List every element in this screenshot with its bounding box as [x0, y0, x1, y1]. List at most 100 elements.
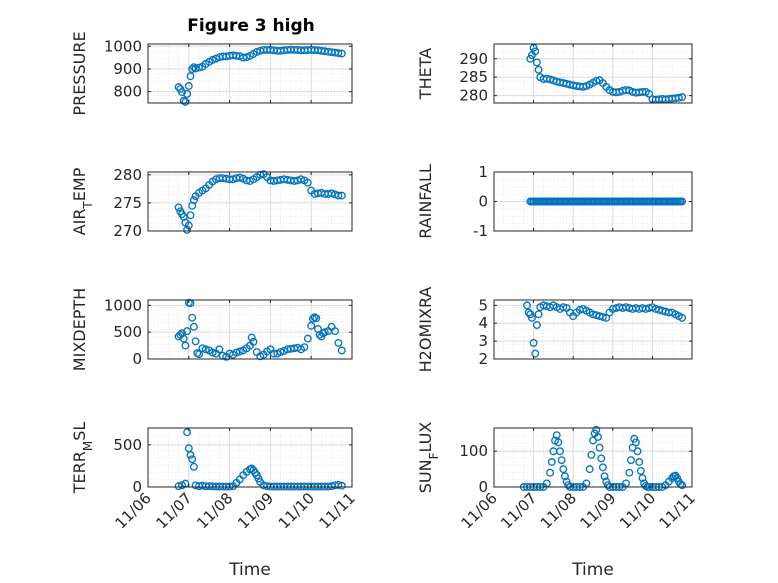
data-point [546, 75, 555, 84]
x-axis-label: Time [228, 560, 271, 580]
data-point [297, 175, 305, 184]
y-axis-label: RAINFALL [416, 164, 435, 239]
y-tick-label: 1000 [104, 37, 142, 55]
data-point [186, 211, 195, 220]
data-point [183, 225, 192, 234]
data-point [531, 47, 540, 56]
data-point [597, 454, 606, 463]
axes-frame [493, 299, 693, 360]
axes-frame [147, 299, 353, 360]
data-point [337, 346, 346, 355]
y-tick-label: 0 [478, 478, 488, 496]
data-point [183, 428, 192, 437]
x-tick-label: 11/07 [497, 489, 540, 532]
data-point [585, 465, 594, 474]
data-point [174, 482, 183, 491]
data-point [645, 89, 654, 98]
x-tick-label: 11/10 [616, 489, 659, 532]
data-point [303, 334, 312, 343]
data-point [633, 447, 642, 456]
x-tick-label: 11/09 [234, 489, 277, 532]
y-axis-label: H2OMIXRA [416, 287, 435, 373]
data-point [178, 88, 186, 97]
panel-air-temp: 270 275 280 AIRTEMP [70, 166, 353, 240]
data-point [523, 301, 531, 310]
data-point [300, 343, 309, 352]
data-point [252, 47, 261, 56]
data-point [198, 344, 207, 353]
data-point [638, 474, 647, 483]
data-point [595, 443, 604, 452]
data-point [189, 322, 198, 331]
data-point [179, 96, 188, 105]
data-point [247, 333, 256, 342]
data-point [215, 345, 224, 354]
y-tick-label: 270 [113, 222, 142, 240]
x-tick-label: 11/11 [656, 489, 699, 532]
x-axis-label: Time [571, 560, 614, 580]
data-point [334, 480, 343, 489]
data-point [557, 456, 566, 465]
y-axis-label: SUNFLUX [416, 422, 441, 494]
data-point [526, 54, 535, 63]
data-point [334, 49, 343, 58]
axes-frame [493, 427, 693, 488]
y-tick-label: 3 [478, 332, 488, 350]
data-point [184, 82, 193, 90]
axes-frame [147, 427, 353, 488]
y-tick-label: 4 [478, 314, 488, 332]
data-point [183, 327, 192, 336]
data-point [547, 458, 556, 466]
y-tick-label: -1 [473, 222, 488, 240]
axes-frame [493, 43, 693, 104]
data-point [308, 314, 317, 323]
data-point [532, 321, 541, 329]
data-point [188, 455, 197, 464]
data-point [528, 313, 536, 322]
y-axis-label: PRESSURE [70, 31, 89, 115]
data-point [532, 58, 541, 67]
data-point [587, 450, 596, 459]
panel-sun-flux: 0100SUNFLUX11/0611/0711/0811/0911/1011/1… [416, 422, 699, 580]
panel-rainfall: -1 0 1 RAINFALL [416, 163, 693, 240]
data-point [627, 456, 635, 465]
y-tick-label: 290 [459, 50, 488, 68]
data-point [603, 481, 612, 490]
data-point [195, 350, 203, 359]
y-tick-label: 800 [113, 83, 142, 101]
y-tick-label: 100 [459, 442, 488, 460]
data-point [559, 465, 568, 474]
data-point [546, 468, 555, 477]
data-point [178, 329, 186, 338]
data-point [556, 447, 564, 456]
data-point [674, 93, 683, 102]
data-point [678, 313, 687, 322]
axes-frame [147, 171, 353, 232]
data-point [183, 89, 192, 98]
data-point [529, 338, 538, 347]
data-point [249, 337, 258, 346]
data-point [592, 76, 601, 85]
y-tick-label: 0 [132, 350, 142, 368]
data-point [189, 63, 198, 72]
y-tick-label: 2 [478, 350, 488, 368]
data-point [678, 481, 687, 490]
y-axis-label: MIXDEPTH [70, 288, 89, 371]
data-point [564, 481, 573, 490]
data-point [276, 348, 285, 356]
data-point [181, 341, 190, 350]
y-axis-label: AIRTEMP [70, 167, 95, 235]
data-point [534, 310, 543, 319]
data-point [208, 348, 217, 357]
panel-pressure: 800 900 1000 PRESSURE [70, 31, 353, 116]
data-point [303, 178, 312, 187]
x-tick-label: 11/08 [193, 489, 236, 532]
data-point [534, 65, 543, 74]
y-tick-label: 280 [459, 87, 488, 105]
data-point [307, 321, 316, 330]
y-tick-label: 500 [113, 323, 142, 341]
